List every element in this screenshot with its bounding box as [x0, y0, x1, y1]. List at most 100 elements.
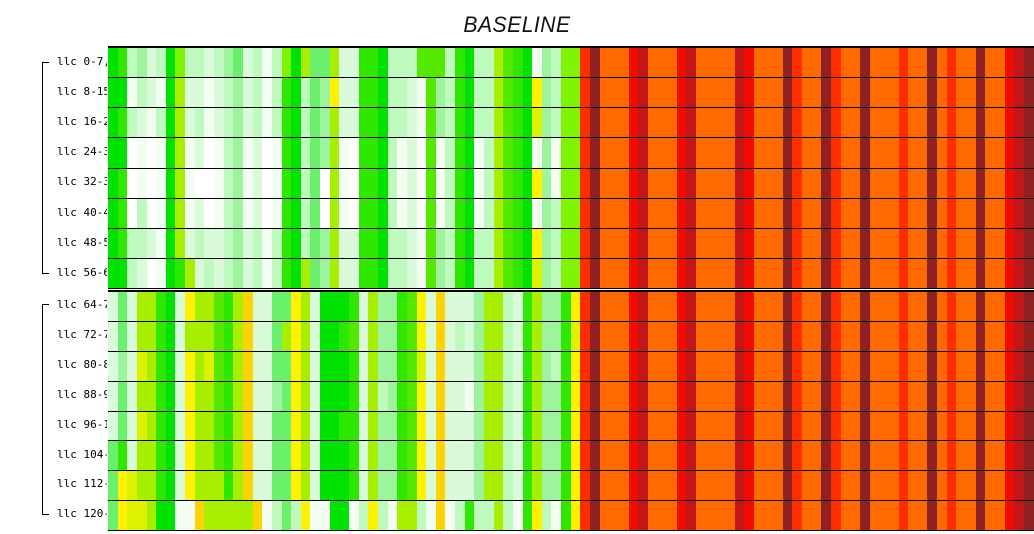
heatmap-cell — [763, 228, 774, 258]
heatmap-cell — [599, 471, 610, 501]
heatmap-cell — [349, 292, 359, 321]
heatmap-cell — [898, 198, 909, 228]
heatmap-cell — [368, 48, 378, 78]
heatmap-cell — [734, 411, 745, 441]
heatmap-cell — [869, 411, 880, 441]
heatmap-cell — [628, 48, 639, 78]
heatmap-cell — [194, 138, 205, 168]
heatmap-cell — [194, 228, 205, 258]
heatmap-cell — [426, 258, 436, 288]
heatmap-cell — [937, 321, 947, 351]
heatmap-cell — [204, 228, 215, 258]
heatmap-cell — [175, 78, 186, 108]
heatmap-cell — [532, 228, 542, 258]
heatmap-cell — [503, 321, 513, 351]
heatmap-cell — [946, 381, 957, 411]
heatmap-cell — [368, 78, 378, 108]
heatmap-cell — [339, 138, 350, 168]
heatmap-cell — [667, 138, 677, 168]
heatmap-cell — [590, 411, 600, 441]
heatmap-cell — [127, 228, 137, 258]
heatmap-cell — [657, 228, 668, 258]
heatmap-cell — [927, 168, 938, 198]
heatmap-cell — [628, 292, 639, 321]
heatmap-cell — [156, 108, 166, 138]
heatmap-cell — [117, 78, 128, 108]
heatmap-cell — [300, 258, 311, 288]
heatmap-cell — [233, 411, 243, 441]
heatmap-cell — [927, 48, 938, 78]
heatmap-cell — [985, 108, 995, 138]
heatmap-cell — [908, 78, 918, 108]
heatmap-cell — [252, 292, 263, 321]
heatmap-cell — [108, 228, 118, 258]
heatmap-cell — [811, 198, 822, 228]
heatmap-cell — [223, 78, 234, 108]
heatmap-cell — [127, 411, 137, 441]
heatmap-cell — [831, 258, 841, 288]
row-label: llc 80-8 — [57, 357, 107, 371]
heatmap-cell — [686, 48, 697, 78]
heatmap-cell — [146, 292, 157, 321]
heatmap-cell — [464, 441, 475, 471]
heatmap-cell — [156, 198, 166, 228]
heatmap-cell — [320, 501, 330, 530]
heatmap-cell — [455, 501, 465, 530]
heatmap-cell — [416, 138, 427, 168]
heatmap-cell — [233, 198, 243, 228]
heatmap-cell — [455, 48, 465, 78]
heatmap-cell — [127, 258, 137, 288]
heatmap-cell — [329, 321, 340, 351]
heatmap-cell — [821, 198, 832, 228]
heatmap-cell — [975, 471, 986, 501]
heatmap-cell — [512, 138, 523, 168]
heatmap-cell — [802, 198, 812, 228]
heatmap-cell — [310, 138, 321, 168]
heatmap-cell — [782, 228, 793, 258]
heatmap-cell — [937, 108, 947, 138]
heatmap-cell — [667, 501, 677, 530]
heatmap-cell — [667, 471, 677, 501]
heatmap-cell — [570, 471, 581, 501]
heatmap-cell — [696, 471, 706, 501]
heatmap-cell — [281, 441, 292, 471]
heatmap-cell — [705, 292, 716, 321]
heatmap-cell — [782, 321, 793, 351]
heatmap-cell — [223, 108, 234, 138]
heatmap-cell — [339, 351, 350, 381]
heatmap-cell — [108, 441, 118, 471]
heatmap-cell — [725, 321, 735, 351]
heatmap-cell — [397, 258, 407, 288]
heatmap-cell — [1014, 501, 1024, 530]
heatmap-cell — [445, 48, 456, 78]
heatmap-cell — [233, 471, 243, 501]
heatmap-cell — [204, 441, 215, 471]
heatmap-cell — [551, 228, 562, 258]
heatmap-cell — [127, 321, 137, 351]
heatmap-cell — [435, 168, 446, 198]
heatmap-cell — [233, 108, 243, 138]
heatmap-cell — [927, 501, 938, 530]
heatmap-cell — [763, 381, 774, 411]
heatmap-cell — [927, 78, 938, 108]
heatmap-cell — [271, 258, 282, 288]
heatmap-cell — [512, 501, 523, 530]
heatmap-cell — [185, 48, 195, 78]
heatmap-cell — [927, 381, 938, 411]
heatmap-cell — [744, 351, 754, 381]
heatmap-cell — [185, 351, 195, 381]
heatmap-cell — [840, 108, 851, 138]
heatmap-cell — [908, 138, 918, 168]
row-label: llc 0-7, — [57, 55, 107, 68]
heatmap-cell — [946, 441, 957, 471]
heatmap-cell — [618, 198, 629, 228]
heatmap-cell — [705, 48, 716, 78]
heatmap-cell — [1023, 228, 1034, 258]
heatmap-cell — [1023, 501, 1034, 530]
heatmap-cell — [522, 351, 533, 381]
heatmap-cell — [493, 441, 504, 471]
heatmap-cell — [966, 411, 976, 441]
heatmap-cell — [888, 381, 899, 411]
heatmap-cell — [426, 138, 436, 168]
heatmap-cell — [859, 441, 870, 471]
